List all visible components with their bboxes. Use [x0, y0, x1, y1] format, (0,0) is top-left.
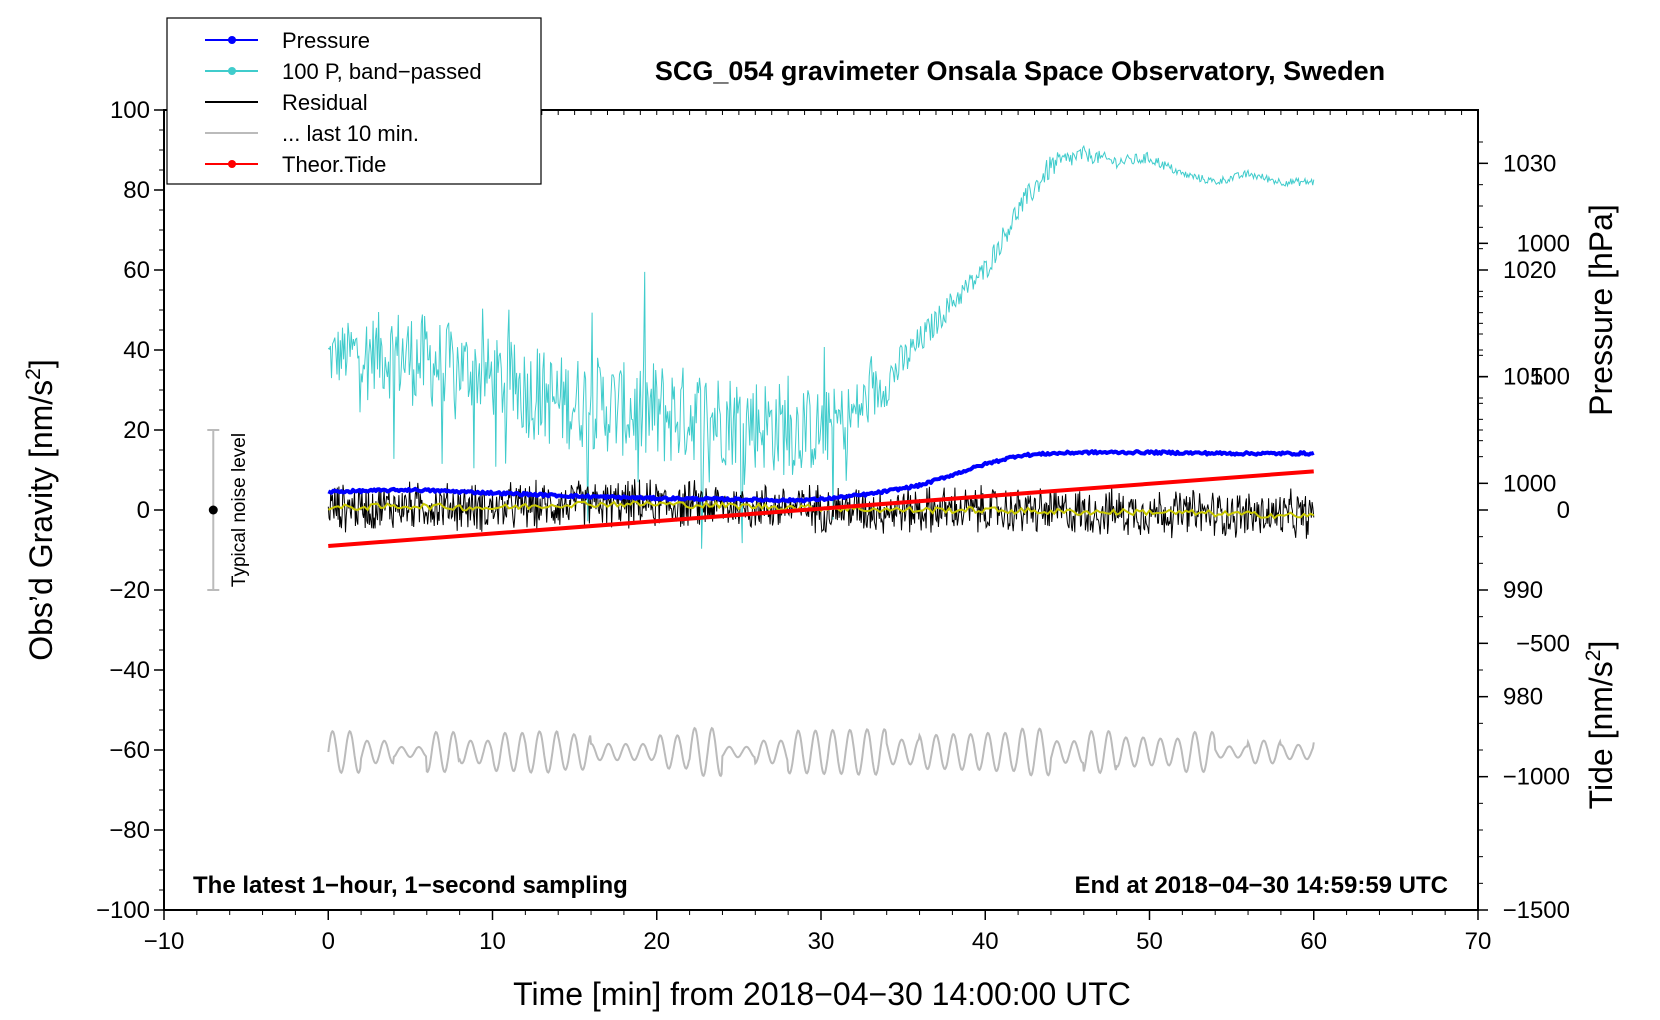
x-tick-label: 50: [1136, 928, 1163, 955]
series-bandpassed-line: [327, 144, 1315, 549]
y-tick-label-tide: 1000: [1517, 230, 1570, 257]
x-tick-label: 40: [972, 928, 999, 955]
y-axis-title-pressure: Pressure [hPa]: [1583, 204, 1619, 416]
x-tick-label: 60: [1300, 928, 1327, 955]
y-tick-label-left: −100: [96, 897, 150, 924]
legend-marker: [228, 36, 236, 44]
series-last10min-line: [327, 726, 1315, 778]
series-layer: [327, 144, 1315, 778]
legend: Pressure 100 P, band−passed Residual ... la…: [166, 17, 542, 185]
series-tide-line: [328, 469, 1314, 548]
noise-indicator: Typical noise level: [207, 429, 250, 591]
series-residual-smooth-line: [327, 500, 1315, 520]
y-tick-label-left: 20: [123, 417, 150, 444]
y-tick-label-pressure: 1010: [1503, 364, 1556, 391]
y-tick-label-tide: 500: [1530, 364, 1570, 391]
legend-label: Theor.Tide: [282, 152, 386, 177]
x-tick-label: 10: [479, 928, 506, 955]
y-tick-label-left: −60: [109, 737, 150, 764]
y-tick-label-left: −20: [109, 577, 150, 604]
y-tick-label-pressure: 1030: [1503, 150, 1556, 177]
y-tick-label-left: −40: [109, 657, 150, 684]
legend-marker: [228, 160, 236, 168]
y-tick-label-left: 40: [123, 337, 150, 364]
legend-label: Residual: [282, 90, 368, 115]
y-tick-label-left: 0: [137, 497, 150, 524]
x-tick-label: 0: [322, 928, 335, 955]
y-axis-title-tide: Tide [nm/s2]: [1582, 641, 1619, 810]
y-tick-label-tide: −500: [1516, 630, 1570, 657]
y-tick-label-pressure: 1020: [1503, 257, 1556, 284]
x-tick-label: 30: [808, 928, 835, 955]
annotation-right: End at 2018−04−30 14:59:59 UTC: [1074, 872, 1448, 899]
y-tick-label-tide: −1500: [1503, 897, 1570, 924]
x-axis-title: Time [min] from 2018−04−30 14:00:00 UTC: [513, 976, 1131, 1012]
legend-marker: [228, 67, 236, 75]
legend-label: 100 P, band−passed: [282, 59, 482, 84]
annotation-left: The latest 1−hour, 1−second sampling: [193, 872, 628, 899]
y-tick-label-left: 80: [123, 177, 150, 204]
y-axis-title-left: Obs’d Gravity [nm/s2]: [22, 359, 59, 661]
y-tick-label-pressure: 990: [1503, 577, 1543, 604]
x-tick-label: 70: [1465, 928, 1492, 955]
y-tick-label-pressure: 980: [1503, 684, 1543, 711]
x-tick-label: 20: [643, 928, 670, 955]
ticks-layer: −10 0 10 20 30 40 50 60 70−100−80−60−40−20020406…: [96, 97, 1570, 955]
chart-title: SCG_054 gravimeter Onsala Space Observat…: [655, 56, 1385, 86]
y-tick-label-left: 60: [123, 257, 150, 284]
y-tick-label-left: −80: [109, 817, 150, 844]
y-tick-label-tide: −1000: [1503, 764, 1570, 791]
y-tick-label-left: 100: [110, 97, 150, 124]
noise-label: Typical noise level: [229, 433, 250, 587]
noise-bar-center: [208, 505, 218, 515]
x-tick-label: −10: [144, 928, 185, 955]
y-tick-label-tide: 0: [1557, 497, 1570, 524]
legend-label: Pressure: [282, 28, 370, 53]
series-pressure-line: [327, 449, 1315, 504]
legend-label: ... last 10 min.: [282, 121, 419, 146]
y-tick-label-pressure: 1000: [1503, 470, 1556, 497]
